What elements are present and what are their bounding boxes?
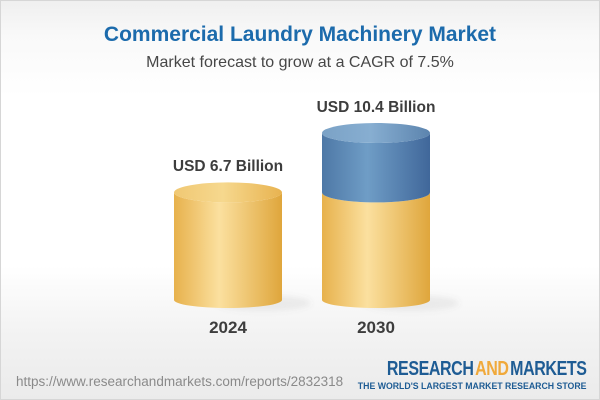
category-label-2024: 2024: [209, 318, 247, 337]
bars-group: [174, 123, 430, 308]
value-label-2024: USD 6.7 Billion: [172, 158, 284, 175]
report-url: https://www.researchandmarkets.com/repor…: [16, 374, 344, 389]
bar-2030-top-ellipse: [322, 123, 430, 143]
research-and-markets-logo: RESEARCHANDMARKETS THE WORLD'S LARGEST M…: [337, 358, 587, 392]
value-label-2030: USD 10.4 Billion: [316, 99, 436, 116]
logo-tagline: THE WORLD'S LARGEST MARKET RESEARCH STOR…: [357, 381, 586, 392]
bar-2024-segment-gold: [174, 192, 282, 308]
chart-title: Commercial Laundry Machinery Market: [103, 23, 497, 46]
bar-2030-segment-gold: [322, 192, 430, 308]
bar-2030-segment-blue: [322, 133, 430, 203]
chart-subtitle: Market forecast to grow at a CAGR of 7.5…: [146, 54, 454, 71]
logo-word-research: RESEARCH: [386, 358, 474, 380]
logo-wordmark: RESEARCHANDMARKETS: [386, 358, 587, 380]
logo-word-and: AND: [474, 358, 509, 380]
bar-2024-top-ellipse: [174, 182, 282, 203]
category-label-2030: 2030: [357, 318, 395, 337]
logo-word-markets: MARKETS: [509, 358, 587, 380]
